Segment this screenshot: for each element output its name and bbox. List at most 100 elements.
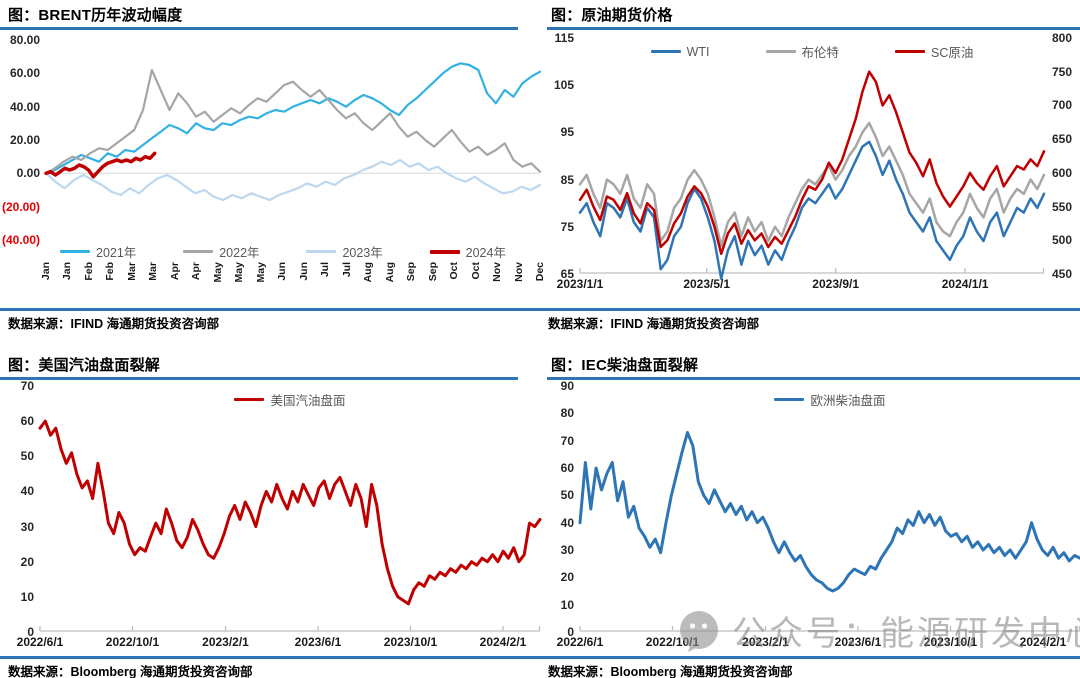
plot-column: 美国汽油盘面 2022/6/1 2022/10/1 2023/2/1 2023/6/1…: [17, 386, 542, 652]
chart-legend: 2021年 2022年 2023年 2024年: [46, 240, 540, 260]
y-tick-label: 115: [554, 31, 574, 45]
panel-us-gasoline-crack: 图：美国汽油盘面裂解 70 60 50 40 30 20 10 0 美国汽油盘面 2022/6…: [0, 350, 542, 656]
x-tick-label: Aug: [362, 262, 375, 283]
panel-brent-volatility: 图：BRENT历年波动幅度 80.00 60.00 40.00 20.00 0.00 (2…: [0, 0, 546, 308]
x-tick-label: Aug: [383, 262, 396, 283]
data-source: 数据来源：IFIND 海通期货投资咨询部: [8, 317, 220, 331]
plot-box: WTI 布伦特 SC原油: [578, 38, 1046, 280]
y-tick-label: 450: [1052, 267, 1073, 281]
y-axis-labels: 90 80 70 60 50 40 30 20 10 0: [540, 379, 580, 639]
y-tick-label: 800: [1052, 31, 1073, 45]
y-tick-label: 50: [560, 488, 574, 503]
x-axis-labels: Jan Jan Feb Feb Mar Mar Apr Apr May May May Jun Jun J…: [40, 260, 546, 306]
x-tick-label: Jan: [40, 262, 52, 281]
y-tick-label: 85: [560, 172, 574, 187]
top-charts-row: 图：BRENT历年波动幅度 80.00 60.00 40.00 20.00 0.00 (2…: [0, 0, 1080, 308]
x-tick-label: Jul: [340, 262, 353, 278]
x-tick-label: 2022/6/1: [556, 635, 604, 649]
x-tick-label: 2023/10/1: [923, 635, 978, 649]
legend-item: 2022年: [183, 242, 260, 261]
chart-title: 图：BRENT历年波动幅度: [0, 0, 518, 30]
y-tick-label: 60.00: [9, 66, 40, 81]
x-tick-label: 2023/6/1: [294, 635, 342, 649]
chart-title: 图：原油期货价格: [547, 0, 1080, 30]
y-axis-labels-left: 115 105 95 85 75 65: [540, 31, 580, 281]
y-tick-label: 60: [20, 414, 34, 429]
plot-box: 美国汽油盘面: [38, 386, 542, 632]
x-tick-label: 2024/2/1: [1019, 635, 1067, 649]
y-tick-label: 50: [20, 449, 34, 464]
y-tick-label: 60: [560, 461, 574, 475]
x-tick-label: May: [233, 262, 246, 283]
plot-box: 欧洲柴油盘面: [578, 386, 1080, 632]
data-source: 数据来源：Bloomberg 海通期货投资咨询部: [8, 665, 253, 678]
y-tick-label: 20.00: [9, 133, 40, 147]
chart-body: 70 60 50 40 30 20 10 0 美国汽油盘面 2022/6/1 2022/10/1…: [0, 379, 542, 656]
source-row: 数据来源：IFIND 海通期货投资咨询部 数据来源：IFIND 海通期货投资咨询…: [0, 311, 1080, 334]
section-divider: [0, 656, 1080, 659]
x-tick-label: 2023/9/1: [812, 277, 860, 291]
y-axis-labels: 80.00 60.00 40.00 20.00 0.00 (20.00) (40.00): [0, 33, 46, 247]
legend-swatch: [429, 249, 460, 254]
legend-label: 2024年: [465, 246, 506, 260]
wechat-icon: [680, 610, 718, 652]
plot-box: [44, 40, 542, 240]
chart-area: 115 105 95 85 75 65 WTI 布伦特 SC原油 2023/1/1 2023/5…: [540, 30, 1080, 294]
data-source: 数据来源：Bloomberg 海通期货投资咨询部: [548, 665, 793, 678]
watermark-text: 公众号：能源研发中心: [732, 615, 1080, 653]
source-row: 数据来源：Bloomberg 海通期货投资咨询部 数据来源：Bloomberg …: [0, 659, 1080, 678]
x-tick-label: Nov: [512, 262, 525, 282]
x-tick-label: Jan: [61, 262, 74, 281]
chart-area: 80.00 60.00 40.00 20.00 0.00 (20.00) (40.00) 2…: [0, 30, 546, 306]
panel-crude-futures: 图：原油期货价格 115 105 95 85 75 65 WTI 布伦特 SC原油 2023/…: [540, 0, 1080, 308]
data-source: 数据来源：IFIND 海通期货投资咨询部: [548, 317, 760, 331]
x-tick-label: 2023/2/1: [202, 635, 249, 649]
x-tick-label: 2024/1/1: [941, 277, 989, 291]
legend-item: 2021年: [60, 242, 136, 261]
x-tick-label: Mar: [147, 262, 160, 281]
x-tick-label: Jun: [297, 262, 310, 281]
y-tick-label: 750: [1052, 64, 1073, 79]
y-tick-label: 500: [1052, 233, 1073, 248]
section-divider: [0, 308, 1080, 311]
y-tick-label: (20.00): [1, 199, 40, 214]
x-tick-label: Feb: [104, 262, 117, 281]
legend-label: 2022年: [219, 246, 260, 260]
y-tick-label: 40.00: [9, 99, 40, 114]
legend-label: 2021年: [96, 246, 137, 260]
legend-swatch: [306, 250, 337, 253]
x-tick-label: Oct: [448, 262, 461, 280]
y-tick-label: 0: [27, 625, 34, 639]
y-tick-label: (40.00): [1, 233, 40, 247]
x-tick-label: 2023/6/1: [834, 635, 882, 649]
y-tick-label: 20: [560, 570, 574, 585]
watermark: 公众号：能源研发中心: [676, 606, 1080, 655]
y-tick-label: 700: [1052, 98, 1073, 113]
y-tick-label: 30: [560, 543, 574, 557]
x-tick-label: Jun: [276, 262, 289, 281]
legend-item: 2023年: [306, 242, 383, 261]
x-axis-labels: 2023/1/1 2023/5/1 2023/9/1 2024/1/1: [557, 274, 1044, 294]
plot-column: WTI 布伦特 SC原油 2023/1/1 2023/5/1 2023/9/1 2024/…: [557, 38, 1046, 294]
x-tick-label: 2022/6/1: [16, 635, 64, 649]
y-tick-label: 650: [1052, 132, 1073, 147]
chart-body: 115 105 95 85 75 65 WTI 布伦特 SC原油 2023/1/1 2023/5…: [540, 30, 1080, 308]
x-tick-label: Oct: [469, 262, 482, 280]
crude-futures-chart: [578, 70, 1046, 280]
chart-area: 70 60 50 40 30 20 10 0 美国汽油盘面 2022/6/1 2022/10/1…: [0, 379, 542, 652]
legend-label: 2023年: [342, 246, 383, 260]
x-tick-label: 2023/2/1: [742, 635, 789, 649]
us-gasoline-crack-chart: [38, 419, 542, 632]
chart-body: 80.00 60.00 40.00 20.00 0.00 (20.00) (40.00) 2…: [0, 30, 546, 308]
y-tick-label: 90: [560, 379, 574, 393]
y-tick-label: 105: [553, 78, 574, 93]
y-tick-label: 70: [560, 433, 574, 448]
x-tick-label: Sep: [426, 262, 439, 282]
x-tick-label: 2022/10/1: [105, 635, 160, 649]
y-tick-label: 80: [560, 406, 574, 421]
y-tick-label: 95: [560, 125, 574, 140]
y-tick-label: 10: [20, 589, 34, 604]
brent-volatility-chart: [44, 62, 542, 202]
x-tick-label: Nov: [491, 262, 504, 282]
